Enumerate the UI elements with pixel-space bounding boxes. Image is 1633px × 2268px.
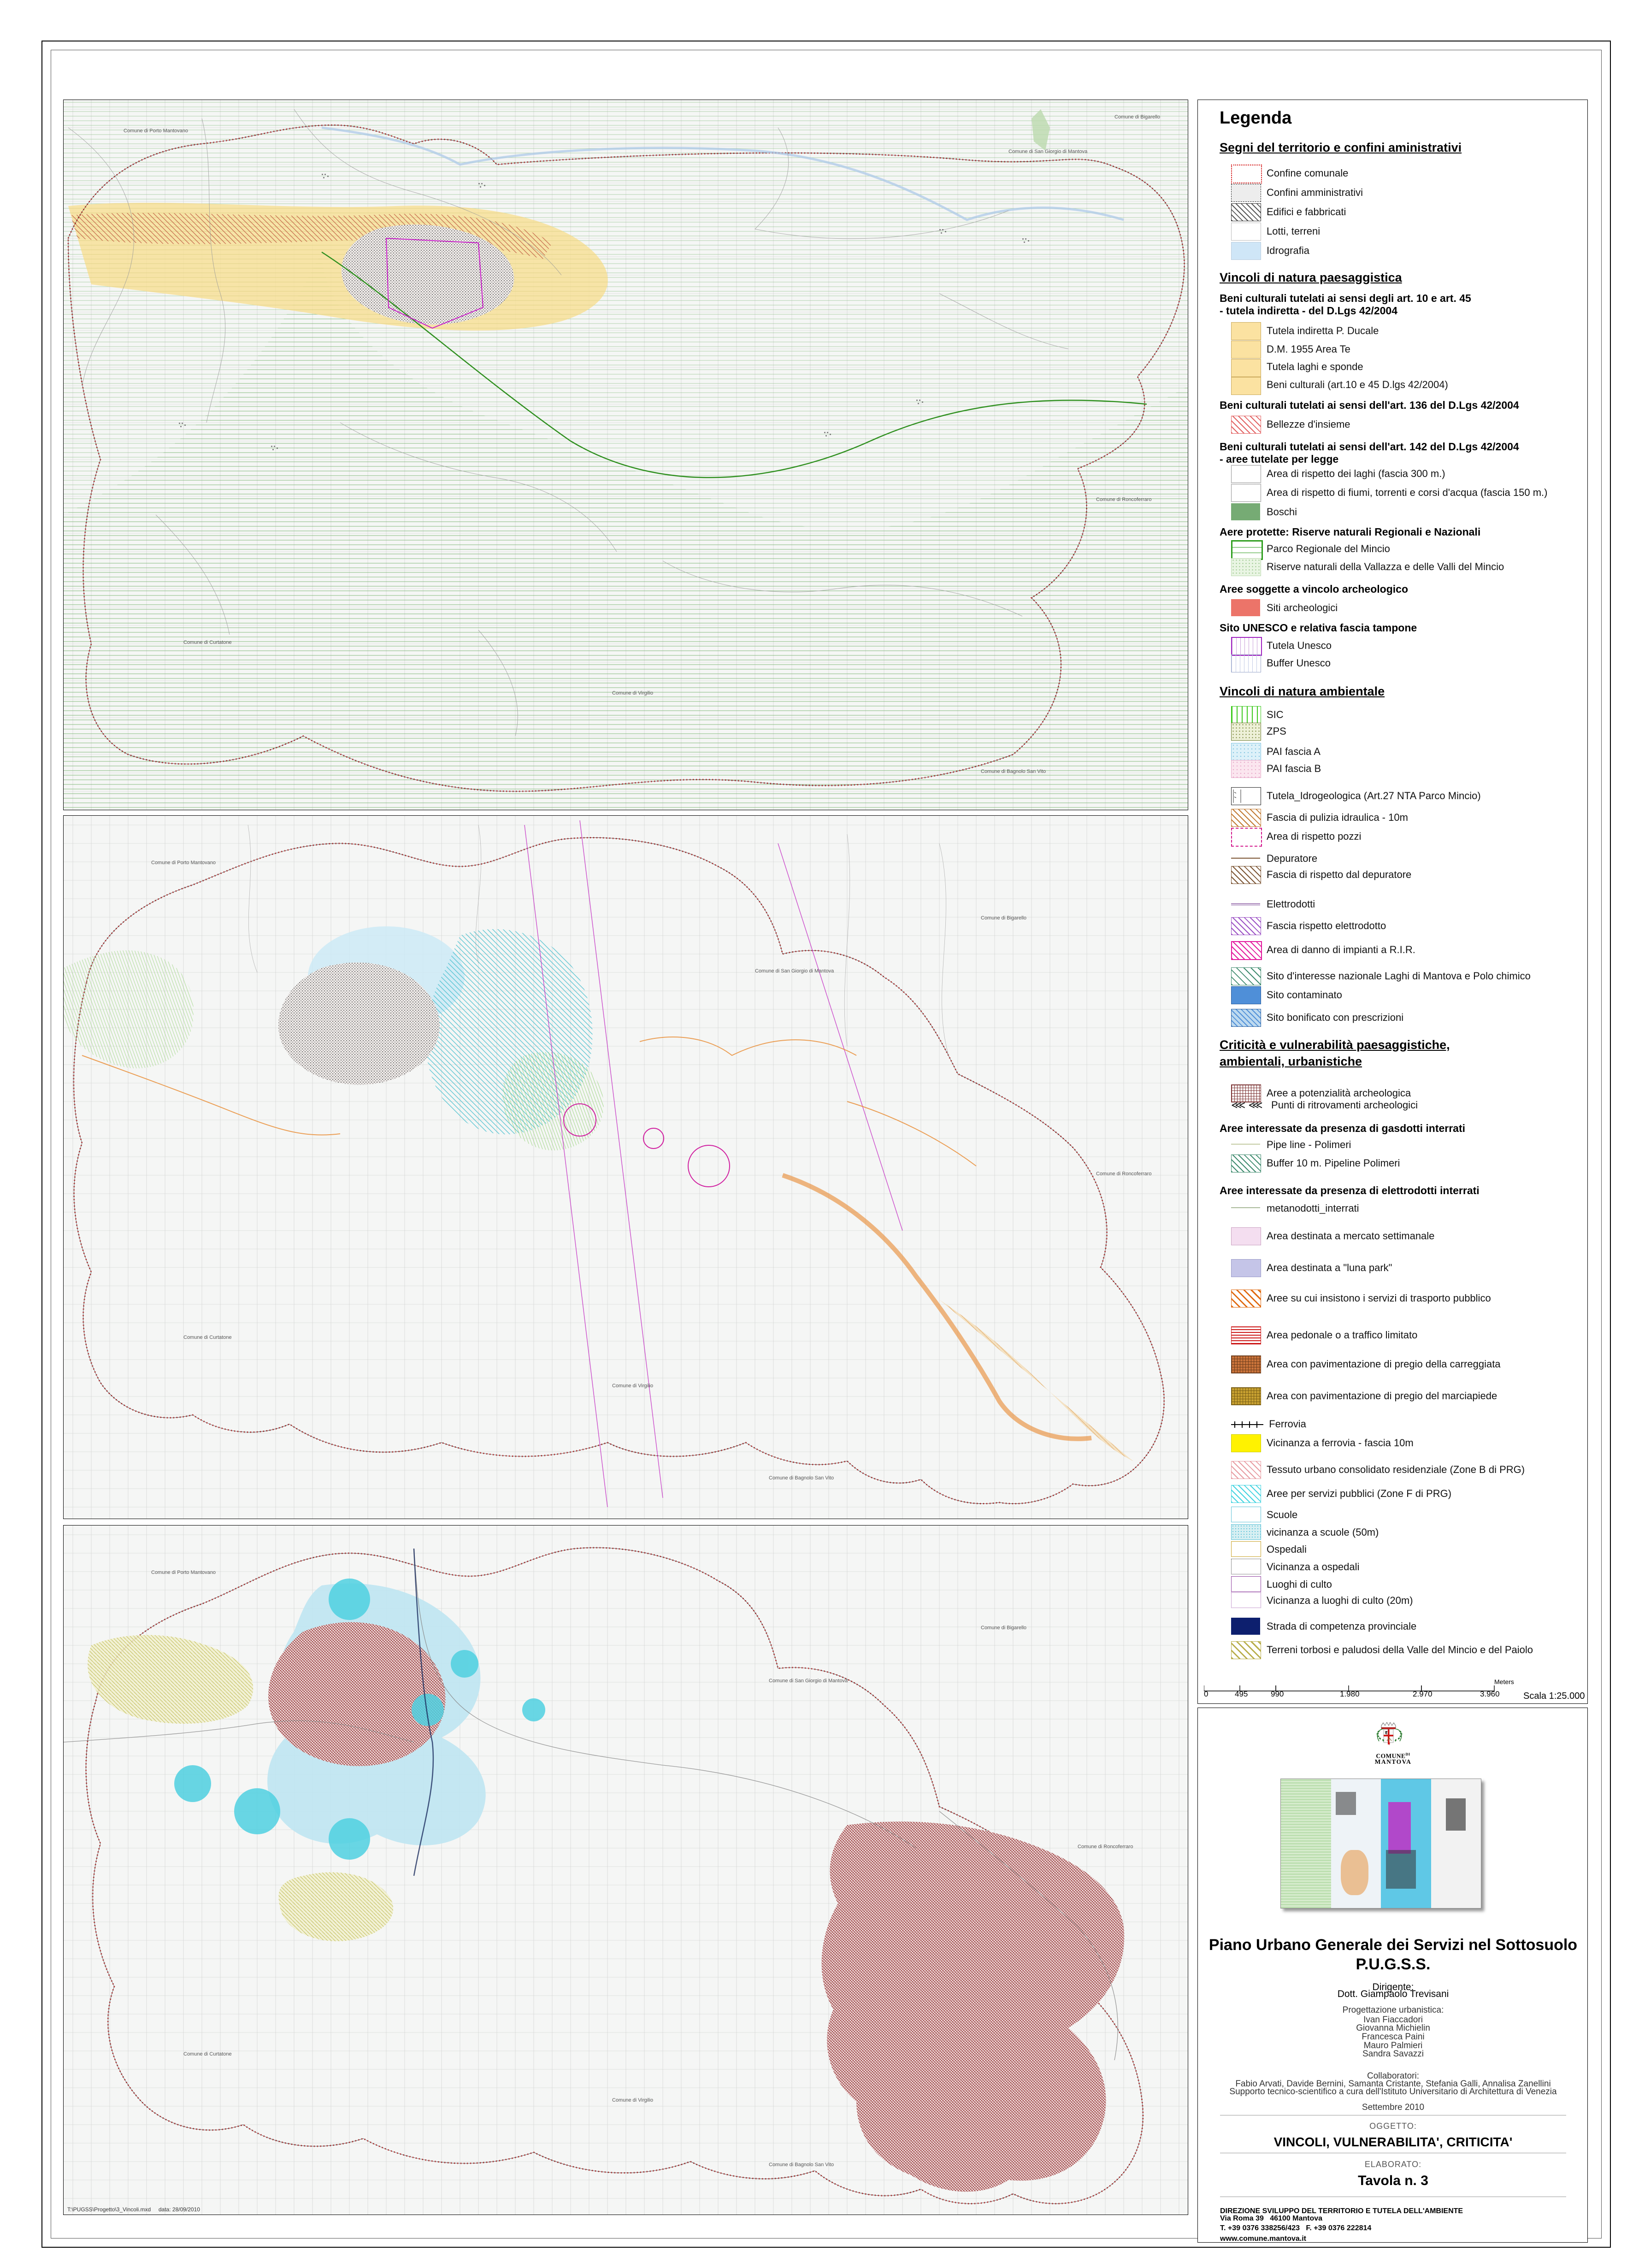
svg-text:Comune di Virgilio: Comune di Virgilio <box>612 1383 653 1389</box>
svg-text:Comune di Porto Mantovano: Comune di Porto Mantovano <box>151 860 216 866</box>
svg-text:Comune di Porto Mantovano: Comune di Porto Mantovano <box>151 1570 216 1575</box>
svg-text:Comune di Bagnolo San Vito: Comune di Bagnolo San Vito <box>769 2162 834 2168</box>
svg-text:Comune di Bagnolo San Vito: Comune di Bagnolo San Vito <box>769 1475 834 1481</box>
svg-text:Comune di Roncoferraro: Comune di Roncoferraro <box>1096 497 1151 502</box>
svg-text:Comune di Bagnolo San Vito: Comune di Bagnolo San Vito <box>981 769 1046 774</box>
svg-text:Comune di Virgilio: Comune di Virgilio <box>612 690 653 696</box>
svg-text:Comune di Curtatone: Comune di Curtatone <box>183 2051 232 2057</box>
svg-text:Comune di Virgilio: Comune di Virgilio <box>612 2097 653 2103</box>
svg-text:Comune di Porto Mantovano: Comune di Porto Mantovano <box>124 128 188 134</box>
svg-text:Comune di San Giorgio di Manto: Comune di San Giorgio di Mantova <box>769 1678 848 1684</box>
svg-text:Comune di Roncoferraro: Comune di Roncoferraro <box>1096 1171 1151 1177</box>
svg-text:Comune di Roncoferraro: Comune di Roncoferraro <box>1078 1844 1133 1850</box>
svg-text:Comune di Curtatone: Comune di Curtatone <box>183 1335 232 1340</box>
svg-text:Comune di Bigarello: Comune di Bigarello <box>981 915 1026 921</box>
svg-text:Comune di Curtatone: Comune di Curtatone <box>183 640 232 645</box>
svg-text:Comune di Bigarello: Comune di Bigarello <box>1114 114 1160 120</box>
svg-text:Comune di Bigarello: Comune di Bigarello <box>981 1625 1026 1631</box>
svg-text:Comune di San Giorgio di Manto: Comune di San Giorgio di Mantova <box>755 968 834 974</box>
svg-text:Comune di San Giorgio di Manto: Comune di San Giorgio di Mantova <box>1008 149 1088 154</box>
